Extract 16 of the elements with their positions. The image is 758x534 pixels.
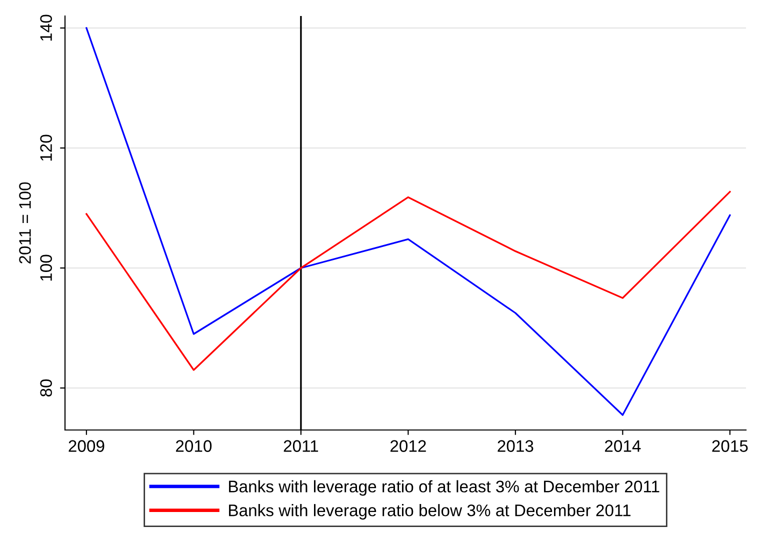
y-tick-label: 80 <box>40 379 52 397</box>
x-tick-label: 2010 <box>176 440 212 452</box>
line-series <box>86 190 731 371</box>
legend-label: Banks with leverage ratio below 3% at December 2011 <box>229 504 630 520</box>
x-tick-label: 2009 <box>68 440 104 452</box>
y-axis-title: 2011 = 100 <box>19 182 31 264</box>
line-series <box>86 27 731 416</box>
x-tick-label: 2015 <box>712 440 748 452</box>
x-tick-label: 2013 <box>498 440 534 452</box>
x-tick-label: 2011 <box>284 440 318 452</box>
legend-label: Banks with leverage ratio of at least 3% at December 2011 <box>229 480 660 496</box>
y-tick-label: 100 <box>40 254 52 281</box>
x-tick-label: 2012 <box>390 440 426 452</box>
y-tick-label: 140 <box>40 14 52 41</box>
x-tick-label: 2014 <box>604 440 641 452</box>
y-tick-label: 120 <box>40 134 52 161</box>
